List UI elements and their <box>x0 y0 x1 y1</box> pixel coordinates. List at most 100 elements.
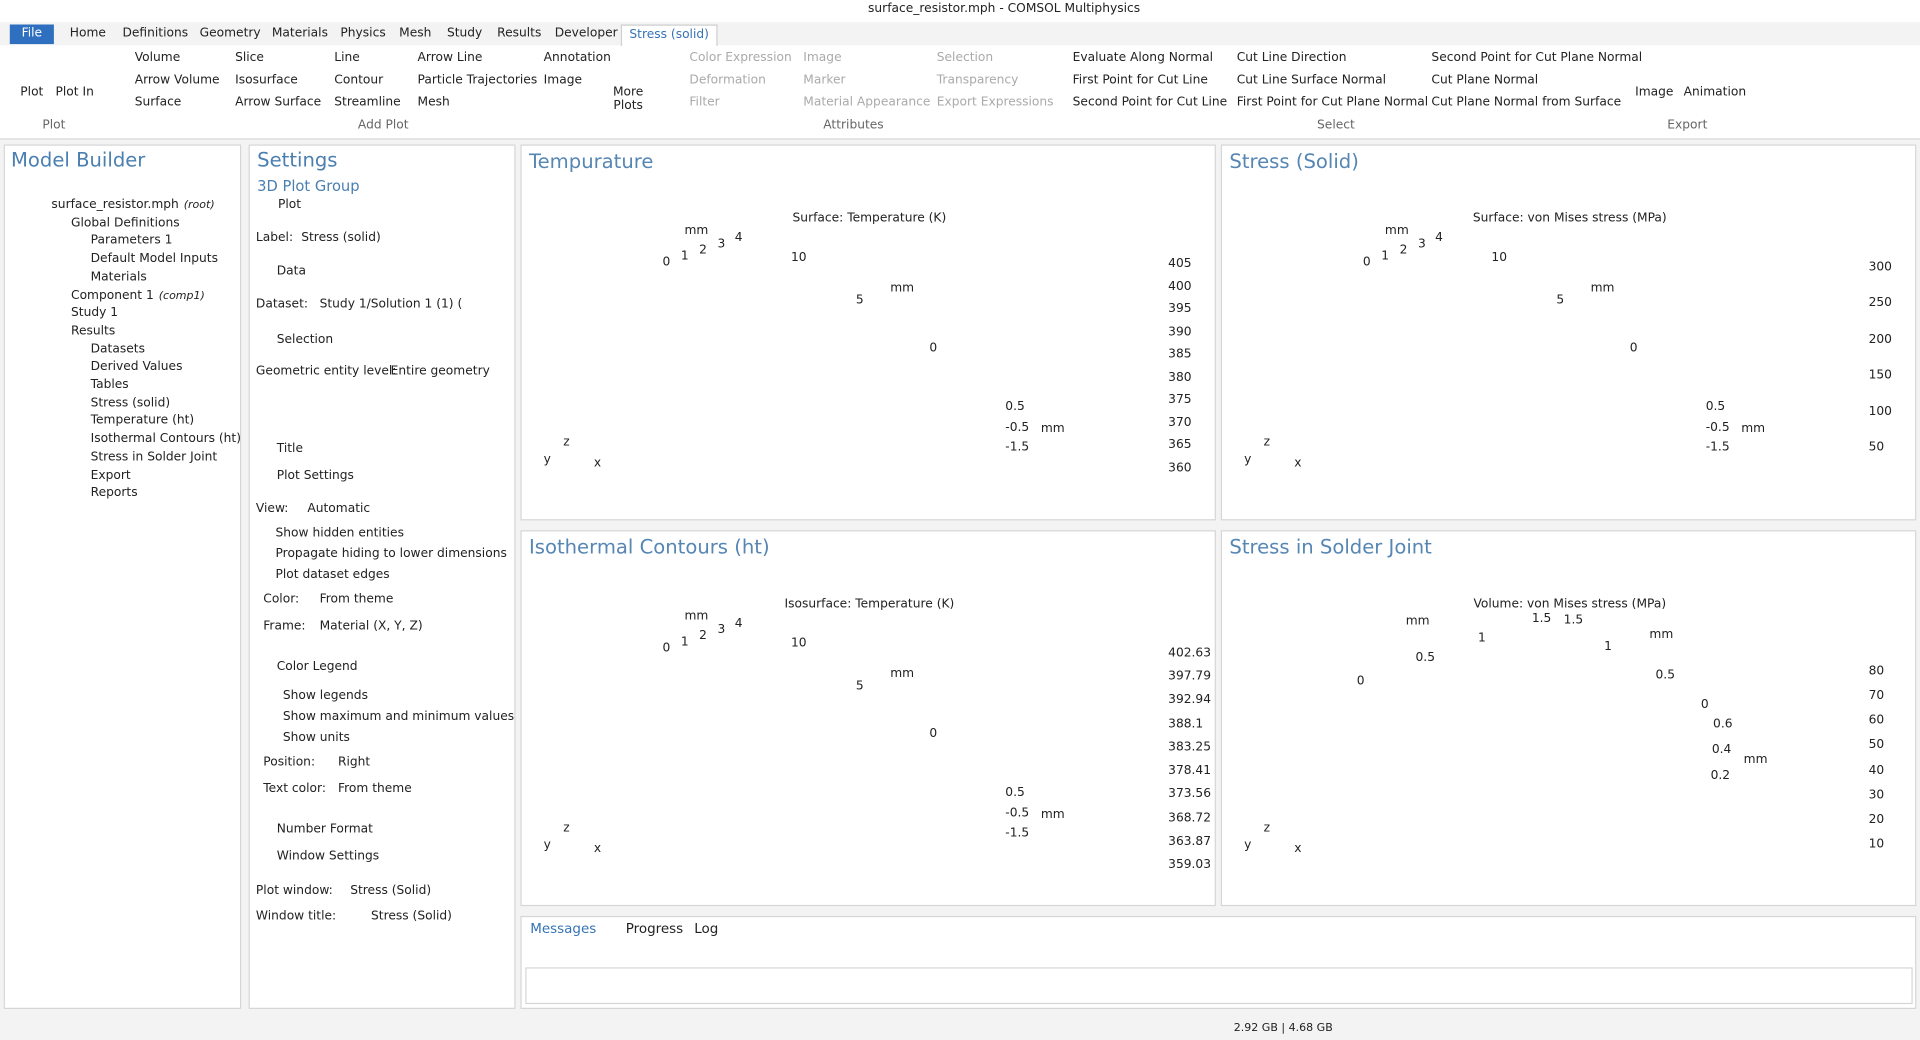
ribbon-button[interactable]: Selection <box>936 51 994 65</box>
title-bar <box>0 0 1920 23</box>
ribbon-button[interactable]: Plot <box>20 85 44 100</box>
ribbon-button[interactable]: Marker <box>803 73 846 87</box>
tree-item[interactable]: Stress (solid) <box>91 395 171 412</box>
ribbon-button[interactable]: Image <box>803 51 842 65</box>
section-header[interactable]: Data <box>276 264 306 278</box>
combo-value[interactable]: Automatic <box>307 502 371 516</box>
ribbon-button[interactable]: First Point for Cut Line <box>1072 73 1208 87</box>
tree-item[interactable]: Export <box>91 467 131 484</box>
menu-tab[interactable]: Materials <box>271 26 328 41</box>
checkbox-label[interactable]: Show legends <box>282 689 368 703</box>
menu-tab[interactable]: Home <box>69 26 106 41</box>
ribbon-button[interactable]: Line <box>334 51 360 65</box>
tree-item[interactable]: Component 1 (comp1) <box>71 287 205 304</box>
ribbon-button[interactable]: Annotation <box>543 51 611 65</box>
ribbon-button[interactable]: Streamline <box>334 95 401 109</box>
plot-window-title: Stress (Solid) <box>1229 149 1359 173</box>
checkbox-label[interactable]: Show maximum and minimum values <box>282 710 515 724</box>
ribbon-button[interactable]: More Plots <box>612 85 644 113</box>
checkbox-label[interactable]: Plot dataset edges <box>275 568 390 582</box>
checkbox-label[interactable]: Show hidden entities <box>275 526 404 541</box>
ribbon-button[interactable]: Arrow Line <box>417 51 483 65</box>
section-header[interactable]: Window Settings <box>276 849 380 864</box>
tree-item[interactable]: Stress in Solder Joint <box>91 449 218 466</box>
ribbon-button[interactable]: Animation <box>1683 85 1747 100</box>
menu-tab[interactable]: Results <box>497 26 542 41</box>
combo-value[interactable]: Entire geometry <box>390 364 490 379</box>
tree-item[interactable]: Derived Values <box>91 359 183 376</box>
axis-label: mm <box>890 281 915 296</box>
tree-item[interactable]: Results <box>71 323 115 340</box>
menu-tab[interactable]: Physics <box>340 26 386 41</box>
ribbon-button[interactable]: Cut Plane Normal from Surface <box>1431 95 1622 109</box>
ribbon-button[interactable]: Slice <box>235 51 264 65</box>
tree-label: Study 1 <box>71 306 119 320</box>
ribbon-button[interactable]: Image <box>1635 85 1674 100</box>
tree-item[interactable]: Tables <box>91 377 129 394</box>
ribbon-button[interactable]: Filter <box>689 95 720 109</box>
ribbon-button[interactable]: Second Point for Cut Plane Normal <box>1431 51 1643 65</box>
triad-label: y <box>1244 453 1252 467</box>
tree-item[interactable]: Reports <box>91 485 138 502</box>
ribbon-button[interactable]: Material Appearance <box>803 95 931 109</box>
field-value[interactable]: Stress (solid) <box>301 231 381 245</box>
messages-tab[interactable]: Log <box>694 920 719 937</box>
ribbon-button[interactable]: Plot In <box>55 85 94 100</box>
ribbon-button[interactable]: Second Point for Cut Line <box>1072 95 1228 109</box>
menu-tab-active[interactable]: Stress (solid) <box>620 24 718 47</box>
file-menu[interactable]: File <box>9 24 54 45</box>
ribbon-button[interactable]: Cut Line Direction <box>1236 51 1347 65</box>
ribbon-button[interactable]: Export Expressions <box>936 95 1054 109</box>
ribbon-button[interactable]: Arrow Volume <box>134 73 220 87</box>
section-header[interactable]: Color Legend <box>276 660 358 674</box>
messages-tab[interactable]: Progress <box>625 920 684 937</box>
ribbon-button[interactable]: Surface <box>134 95 182 109</box>
ribbon-button[interactable]: Cut Line Surface Normal <box>1236 73 1387 87</box>
tree-label: Temperature (ht) <box>90 414 195 428</box>
color-legend-label: 10 <box>1868 837 1885 852</box>
section-header[interactable]: Plot Settings <box>276 468 354 483</box>
ribbon-button[interactable]: Mesh <box>417 95 450 109</box>
tree-item[interactable]: Global Definitions <box>71 215 180 232</box>
ribbon-button[interactable]: Image <box>543 73 583 87</box>
ribbon-button[interactable]: Particle Trajectories <box>417 73 538 87</box>
tree-item[interactable]: Study 1 <box>71 305 118 322</box>
ribbon-button[interactable]: First Point for Cut Plane Normal <box>1236 95 1429 109</box>
section-header[interactable]: Title <box>276 442 303 456</box>
ribbon-button[interactable]: Color Expression <box>689 51 792 65</box>
ribbon-button[interactable]: Isosurface <box>235 73 298 87</box>
checkbox-label[interactable]: Propagate hiding to lower dimensions <box>275 547 507 561</box>
tree-item[interactable]: Parameters 1 <box>91 233 173 250</box>
menu-tab[interactable]: Developer <box>554 26 618 41</box>
menu-tab[interactable]: Study <box>446 26 483 41</box>
menu-tab[interactable]: Geometry <box>199 26 261 41</box>
field-value[interactable]: Stress (Solid) <box>371 909 452 924</box>
checkbox-label[interactable]: Show units <box>282 731 350 745</box>
ribbon-button[interactable]: Evaluate Along Normal <box>1072 51 1214 65</box>
tree-item[interactable]: Temperature (ht) <box>91 413 195 430</box>
color-legend-label: 20 <box>1868 812 1885 827</box>
messages-tab-active[interactable]: Messages <box>530 920 597 937</box>
combo-value[interactable]: Right <box>337 755 371 769</box>
combo-value[interactable]: Study 1/Solution 1 (1) (sol <box>319 297 463 312</box>
ribbon-button[interactable]: Arrow Surface <box>235 95 322 109</box>
combo-value[interactable]: From theme <box>337 782 412 796</box>
ribbon-button[interactable]: Contour <box>334 73 384 87</box>
combo-value[interactable]: From theme <box>319 592 394 607</box>
tree-item[interactable]: Datasets <box>91 341 145 358</box>
tree-item[interactable]: surface_resistor.mph (root) <box>51 197 214 214</box>
menu-tab[interactable]: Mesh <box>399 26 432 41</box>
combo-value[interactable]: Stress (Solid) <box>350 884 432 898</box>
menu-tab[interactable]: Definitions <box>122 26 189 41</box>
tree-item[interactable]: Materials <box>91 269 147 286</box>
combo-value[interactable]: Material (X, Y, Z) <box>319 619 423 634</box>
ribbon-button[interactable]: Transparency <box>936 73 1019 87</box>
section-header[interactable]: Number Format <box>276 822 373 837</box>
ribbon-button[interactable]: Cut Plane Normal <box>1431 73 1539 87</box>
ribbon-button[interactable]: Volume <box>134 51 181 65</box>
tree-item[interactable]: Isothermal Contours (ht) <box>91 431 241 448</box>
section-header[interactable]: Selection <box>276 333 334 347</box>
plot-button[interactable]: Plot <box>277 198 302 212</box>
tree-item[interactable]: Default Model Inputs <box>91 251 218 268</box>
ribbon-button[interactable]: Deformation <box>689 73 766 87</box>
